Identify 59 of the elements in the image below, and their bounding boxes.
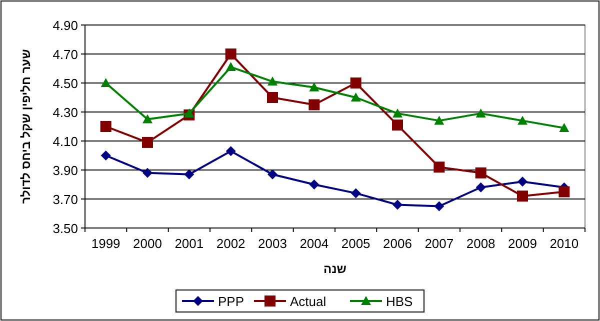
point — [434, 116, 444, 125]
point — [392, 108, 402, 118]
point — [268, 169, 278, 180]
point — [434, 162, 445, 173]
point — [225, 48, 236, 60]
point — [350, 78, 362, 88]
legend-label: Actual — [290, 294, 326, 309]
point — [517, 190, 528, 202]
point — [184, 169, 194, 180]
x-tick-label: 2008 — [466, 236, 496, 251]
point — [476, 108, 486, 118]
x-tick-label: 2005 — [341, 236, 370, 251]
y-tick-label: 3.50 — [52, 221, 78, 236]
point — [558, 186, 570, 198]
y-tick-label: 3.90 — [52, 163, 78, 178]
point — [308, 99, 320, 110]
point — [142, 114, 152, 124]
y-tick-label: 3.70 — [52, 192, 78, 207]
point — [142, 136, 153, 148]
point — [267, 92, 278, 103]
point — [559, 122, 570, 132]
point — [392, 120, 403, 131]
legend-label: PPP — [218, 294, 244, 309]
point — [309, 82, 320, 92]
x-tick-label: 2009 — [508, 236, 537, 251]
y-axis-title: שער חליפין שקל ביחס לדולר — [19, 48, 33, 204]
point — [226, 62, 236, 72]
x-tick-label: 2001 — [174, 236, 204, 251]
point — [350, 188, 361, 198]
point — [309, 180, 320, 190]
legend-label: HBS — [386, 294, 414, 309]
point — [434, 201, 444, 212]
y-tick-label: 4.90 — [52, 18, 78, 33]
point — [100, 150, 111, 160]
point — [350, 92, 361, 102]
point — [518, 176, 528, 187]
y-tick-label: 4.10 — [52, 134, 78, 149]
y-tick-label: 4.70 — [52, 47, 78, 62]
y-tick-label: 4.50 — [52, 76, 78, 91]
point — [100, 78, 111, 87]
y-tick-label: 4.30 — [52, 105, 78, 120]
x-tick-label: 1999 — [91, 236, 120, 251]
x-tick-label: 2003 — [258, 236, 287, 251]
point — [475, 167, 486, 178]
point — [518, 116, 528, 125]
point — [392, 200, 402, 210]
point — [100, 121, 112, 132]
x-tick-label: 2002 — [216, 236, 246, 251]
point — [268, 76, 278, 86]
point — [184, 108, 194, 118]
x-tick-label: 2006 — [383, 236, 412, 251]
point — [142, 168, 152, 178]
x-tick-label: 2004 — [300, 236, 329, 251]
x-axis-title: שנה — [324, 262, 347, 276]
x-tick-label: 2000 — [133, 236, 162, 251]
x-tick-label: 2007 — [424, 236, 454, 251]
point — [226, 146, 236, 156]
x-tick-label: 2010 — [550, 236, 579, 251]
point — [476, 182, 486, 192]
